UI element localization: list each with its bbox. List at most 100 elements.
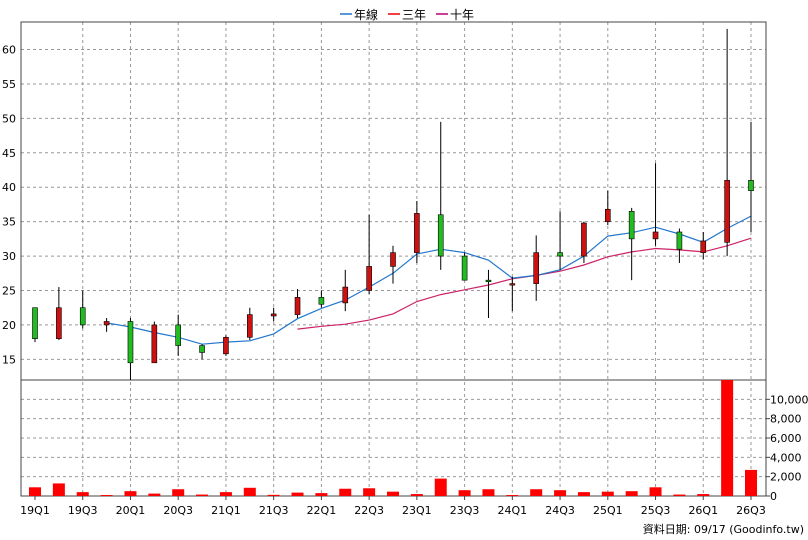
volume-tick-label: 10,000 [770, 393, 808, 406]
candle-body [270, 313, 277, 317]
candle [676, 228, 683, 263]
candle-body [533, 252, 540, 284]
price-axis: 15 20 25 30 35 40 45 50 55 60 [2, 44, 16, 367]
volume-bar [434, 478, 447, 496]
volume-bar [410, 494, 423, 496]
candle [628, 207, 635, 281]
candle [724, 28, 730, 257]
volume-bar [243, 487, 256, 496]
candle-body [151, 324, 158, 364]
volume-bar [530, 489, 543, 496]
candle [485, 269, 492, 319]
candle-body [676, 231, 683, 250]
candle-body [461, 255, 468, 281]
volume-bar [482, 489, 495, 496]
volume-bar [196, 494, 209, 496]
candle [748, 121, 754, 232]
volume-bar [100, 495, 113, 496]
x-tick-label: 26Q1 [688, 504, 718, 517]
price-tick-label: 50 [2, 112, 16, 125]
price-tick-label: 55 [2, 78, 16, 91]
data-credit: 資料日期: 09/17 (Goodinfo.tw) [643, 522, 804, 536]
candle-body [103, 321, 110, 326]
candle-body [56, 307, 62, 339]
candle [175, 314, 181, 356]
price-tick-label: 45 [2, 147, 16, 160]
candle [533, 235, 540, 301]
x-tick-label: 19Q1 [20, 504, 50, 517]
candle [103, 318, 110, 332]
legend-label: 十年 [450, 8, 474, 22]
candle-body [294, 297, 301, 315]
candle [366, 214, 372, 294]
x-tick-label: 25Q3 [641, 504, 671, 517]
candle [56, 287, 62, 341]
candle-body [652, 231, 659, 240]
candle [32, 307, 38, 343]
volume-bar [601, 491, 614, 496]
candle [127, 318, 134, 380]
candle [604, 190, 611, 226]
volume-tick-label: 2,000 [770, 471, 802, 484]
x-tick-label: 23Q1 [402, 504, 432, 517]
candle [79, 290, 86, 329]
volume-tick-label: 6,000 [770, 432, 802, 445]
candle [151, 321, 158, 364]
volume-bar [625, 491, 638, 496]
volume-bar [52, 483, 65, 496]
volume-bar [172, 489, 185, 496]
candle [557, 211, 563, 270]
x-tick-label: 24Q3 [545, 504, 575, 517]
candle [509, 276, 516, 312]
candle-body [199, 345, 205, 353]
candlesticks [32, 28, 754, 380]
volume-bars [29, 380, 757, 496]
candle [342, 269, 349, 312]
candle [390, 245, 396, 284]
x-tick-label: 22Q1 [307, 504, 337, 517]
candle [247, 307, 253, 341]
x-tick-label: 20Q3 [163, 504, 193, 517]
volume-bar [291, 492, 304, 496]
volume-grid [21, 398, 766, 497]
x-tick-label: 23Q3 [450, 504, 480, 517]
candle [223, 335, 229, 356]
legend-label: 年線 [354, 7, 378, 22]
x-tick-label: 21Q1 [211, 504, 241, 517]
volume-bar [339, 488, 352, 496]
price-tick-label: 15 [2, 353, 16, 366]
volume-bar [267, 494, 280, 496]
candle-body [509, 283, 516, 286]
candle-body [79, 307, 86, 326]
candle-body [32, 307, 38, 339]
candle [294, 289, 301, 319]
candle-body [748, 180, 754, 191]
price-tick-label: 35 [2, 216, 16, 229]
x-tick-label: 20Q1 [116, 504, 146, 517]
candle-body [628, 211, 635, 240]
volume-bar [506, 495, 519, 496]
x-tick-label: 25Q1 [593, 504, 623, 517]
candle-body [390, 252, 396, 267]
volume-tick-label: 0 [770, 490, 777, 503]
candle-body [247, 314, 253, 338]
x-tick-label: 19Q3 [68, 504, 98, 517]
volume-bar [649, 487, 662, 496]
candle [318, 290, 325, 308]
price-tick-label: 60 [2, 44, 16, 57]
volume-tick-label: 8,000 [770, 413, 802, 426]
legend-label: 三年 [402, 8, 426, 22]
volume-bar [697, 494, 710, 496]
volume-axis: 0 2,000 4,000 6,000 8,000 10,000 [766, 393, 808, 503]
candle [199, 344, 205, 360]
volume-bar [745, 469, 757, 496]
volume-bar [124, 491, 137, 496]
candle-body [581, 222, 587, 257]
candle [437, 121, 444, 270]
candle-body [342, 286, 349, 304]
candle [652, 163, 659, 246]
three-year-line [297, 237, 752, 330]
moving-average-lines [106, 215, 752, 345]
x-tick-label: 21Q3 [259, 504, 289, 517]
